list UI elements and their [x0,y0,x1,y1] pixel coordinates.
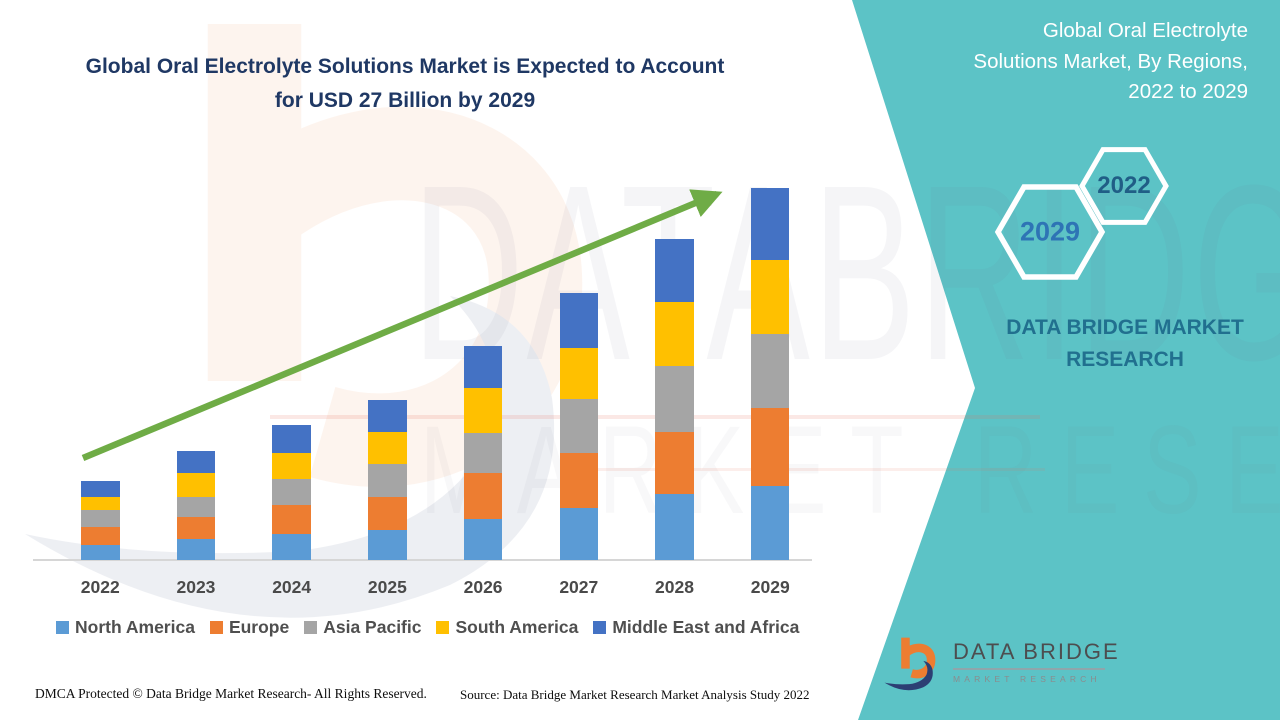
legend-swatch-asia-pacific [304,621,318,634]
bar-segment-south-america-2022 [81,496,120,511]
bar-segment-asia-pacific-2027 [559,398,599,453]
page-title: Global Oral Electrolyte Solutions Market… [20,50,790,118]
bar-segment-middle-east-and-africa-2028 [655,238,694,303]
x-axis-label-2029: 2029 [750,577,790,597]
x-axis-label-2028: 2028 [655,577,694,597]
databridge-logo-text: DATA BRIDGE MARKET RESEARCH [953,631,1120,684]
bar-2028 [655,238,694,560]
x-axis-line [33,559,812,561]
bar-segment-middle-east-and-africa-2025 [368,400,407,432]
bar-segment-middle-east-and-africa-2022 [81,481,120,497]
footer-source-text: Source: Data Bridge Market Research Mark… [460,687,810,702]
bar-segment-europe-2029 [750,408,790,486]
legend-label-europe: Europe [228,617,290,637]
side-heading-line1: Global Oral Electrolyte [1042,19,1248,42]
bar-segment-middle-east-and-africa-2027 [559,292,599,348]
bar-segment-north-america-2029 [750,485,790,560]
badge-year-2029: 2029 [1019,216,1081,247]
x-axis-label-2023: 2023 [176,577,216,597]
bar-segment-north-america-2027 [559,507,599,560]
side-panel-heading: Global Oral Electrolyte Solutions Market… [900,16,1248,108]
legend-item-south-america: South America [436,617,578,638]
brand-text-line2: RESEARCH [1066,348,1184,371]
bar-segment-asia-pacific-2023 [176,496,216,518]
legend-swatch-north-america [56,621,69,634]
x-axis-label-2027: 2027 [559,577,599,597]
legend-label-south-america: South America [455,617,579,637]
bar-segment-south-america-2029 [750,259,790,335]
bar-segment-europe-2025 [368,496,407,530]
legend-item-north-america: North America [56,617,195,638]
bar-segment-asia-pacific-2022 [81,510,120,527]
legend-item-europe: Europe [209,617,290,638]
bar-segment-south-america-2027 [559,347,599,399]
badge-year-2022: 2022 [1097,172,1151,199]
bar-segment-asia-pacific-2024 [272,478,311,505]
legend-swatch-south-america [436,621,450,634]
bar-segment-north-america-2025 [368,529,407,560]
brand-text-line1: DATA BRIDGE MARKET [1006,316,1244,339]
legend-label-north-america: North America [75,617,195,637]
bar-segment-middle-east-and-africa-2026 [463,346,503,388]
bar-2024 [272,425,311,560]
bar-2022 [81,481,120,560]
bar-segment-europe-2023 [176,517,216,540]
page-title-line2: for USD 27 Billion by 2029 [274,89,536,112]
side-heading-line3: 2022 to 2029 [1128,80,1248,103]
databridge-logo-icon [884,637,936,691]
bar-segment-north-america-2024 [272,533,311,560]
bar-segment-europe-2022 [81,526,120,545]
bar-segment-europe-2024 [272,504,311,534]
legend-item-asia-pacific: Asia Pacific [304,617,421,638]
x-axis-label-2026: 2026 [463,577,503,597]
databridge-logo: DATA BRIDGE MARKET RESEARCH [883,631,1120,697]
side-heading-line2: Solutions Market, By Regions, [973,49,1248,73]
legend-item-middle-east-and-africa: Middle East and Africa [593,617,799,638]
bar-segment-south-america-2023 [176,473,216,497]
footer-dmca-text: DMCA Protected © Data Bridge Market Rese… [35,686,427,701]
chart-legend: North America Europe Asia Pacific South Ame… [56,617,799,638]
logo-name: DATA BRIDGE [953,639,1120,664]
bar-2029 [750,187,790,560]
bar-2025 [368,400,407,560]
bar-segment-europe-2028 [655,431,694,494]
bar-segment-south-america-2028 [655,302,694,366]
bar-segment-south-america-2025 [368,431,407,464]
legend-label-asia-pacific: Asia Pacific [323,617,422,637]
bar-segment-middle-east-and-africa-2024 [272,425,311,453]
x-axis-label-2025: 2025 [367,577,407,597]
legend-label-middle-east-and-africa: Middle East and Africa [612,617,800,637]
logo-subtitle: MARKET RESEARCH [953,674,1101,684]
bar-segment-asia-pacific-2025 [368,463,407,497]
bar-segment-south-america-2024 [272,452,311,479]
bar-2026 [463,346,503,560]
bar-segment-north-america-2028 [655,493,694,560]
bar-segment-asia-pacific-2026 [463,433,503,474]
bar-segment-north-america-2023 [176,539,216,560]
side-panel-brand-text: DATA BRIDGE MARKET RESEARCH [985,312,1265,376]
bar-segment-middle-east-and-africa-2029 [750,187,790,260]
x-axis-label-2022: 2022 [80,577,120,597]
bar-segment-asia-pacific-2029 [750,334,790,409]
bar-segment-north-america-2022 [81,544,120,560]
x-axis-label-2024: 2024 [272,577,312,597]
bar-segment-north-america-2026 [463,518,503,560]
page-title-line1: Global Oral Electrolyte Solutions Market… [85,55,725,78]
bar-segment-europe-2027 [559,452,599,508]
bar-segment-middle-east-and-africa-2023 [176,451,216,474]
bar-segment-south-america-2026 [463,387,503,434]
legend-swatch-europe [209,621,223,634]
hexagon-badges-icon [994,147,1169,280]
logo-rule [953,668,1105,670]
legend-swatch-middle-east-and-africa [593,621,607,634]
bar-segment-asia-pacific-2028 [655,365,694,432]
bar-segment-europe-2026 [463,473,503,519]
bar-2027 [559,292,599,560]
bar-2023 [176,451,216,560]
